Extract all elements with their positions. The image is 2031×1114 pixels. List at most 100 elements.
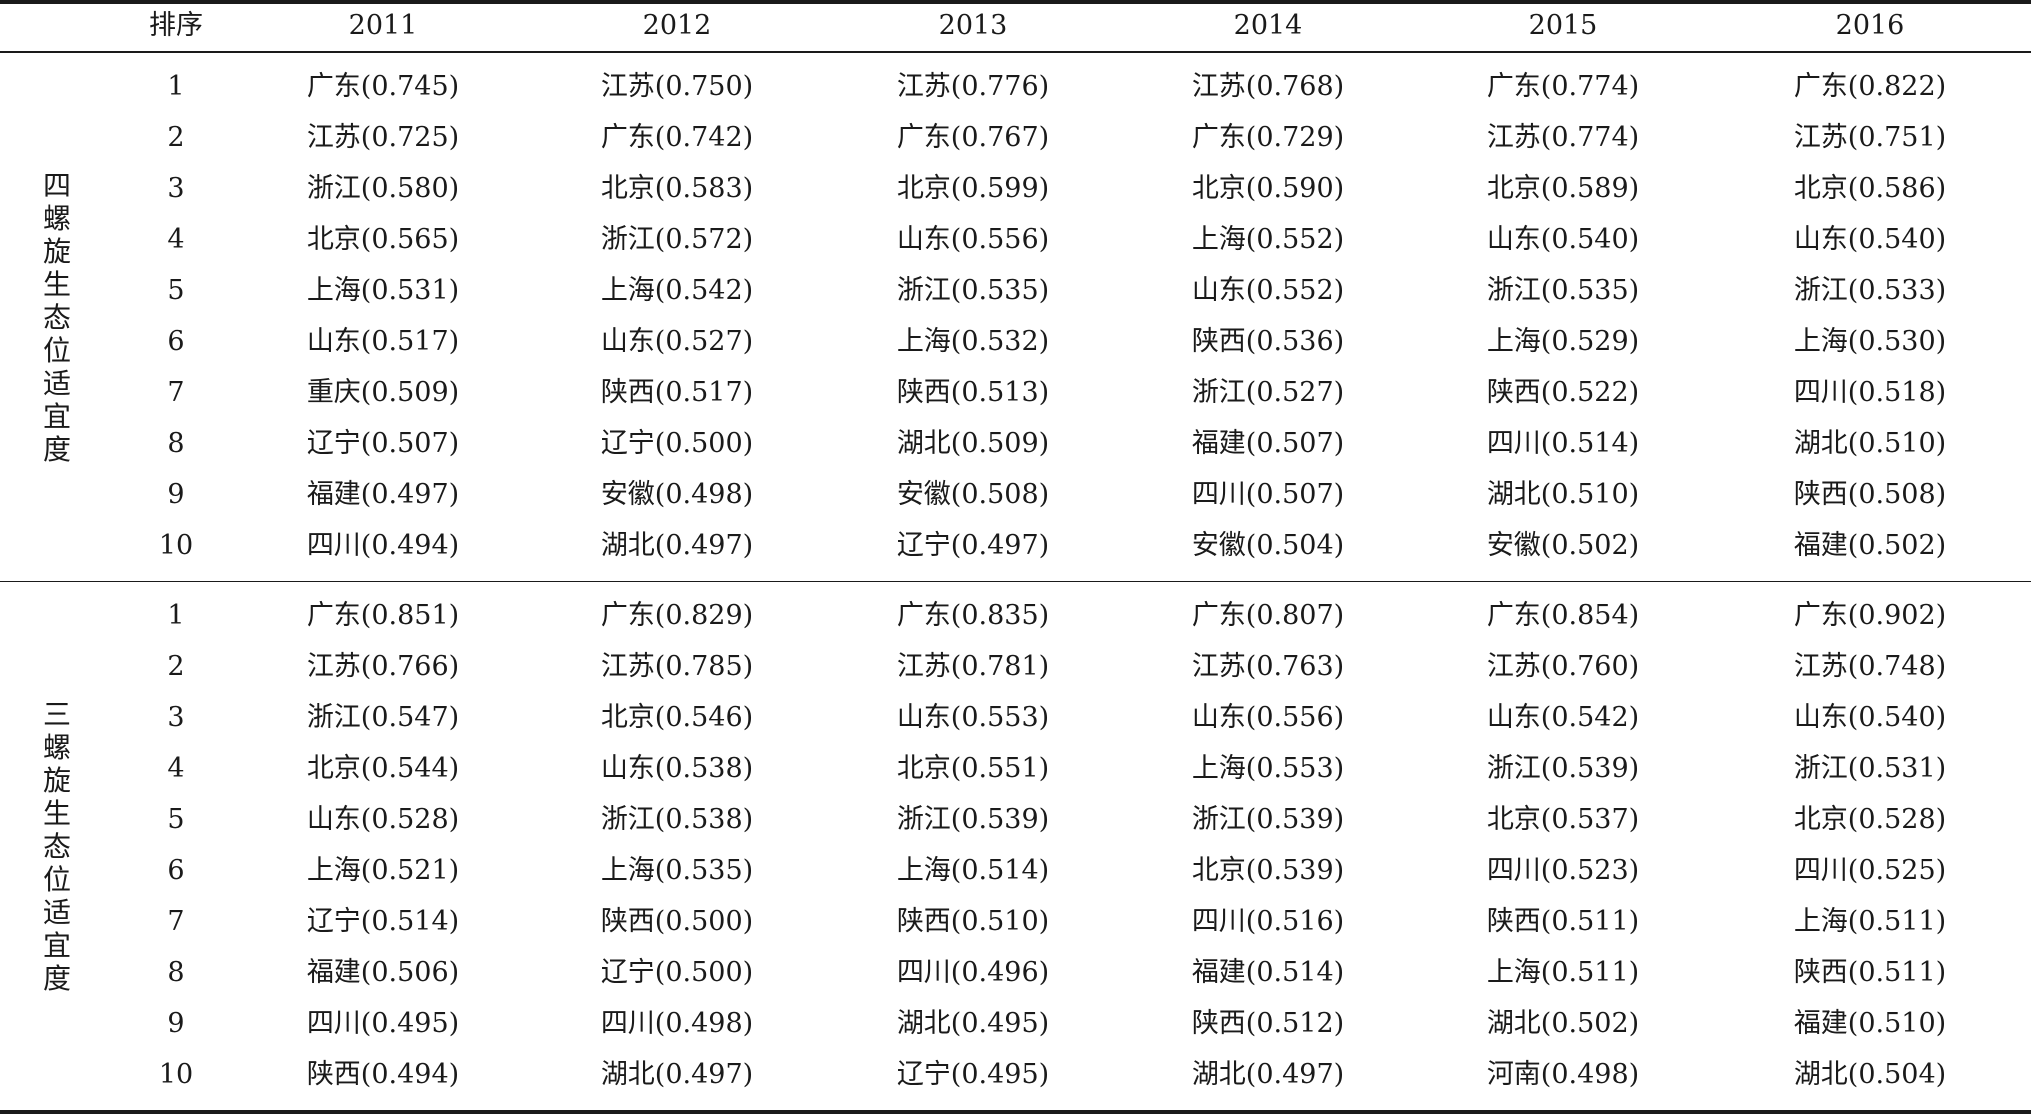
- value-cell: 北京(0.551): [896, 753, 1050, 784]
- value-cell: 福建(0.510): [1793, 1008, 1947, 1039]
- value-cell: 广东(0.822): [1793, 71, 1947, 102]
- header-rank: 排序: [149, 10, 203, 41]
- value-cell: 浙江(0.535): [1486, 275, 1640, 306]
- value-cell: 浙江(0.535): [896, 275, 1050, 306]
- rank-cell: 10: [158, 1059, 194, 1090]
- rank-cell: 8: [167, 428, 185, 459]
- value-cell: 北京(0.537): [1486, 804, 1640, 835]
- rank-cell: 6: [167, 326, 185, 357]
- value-cell: 上海(0.521): [306, 855, 460, 886]
- value-cell: 浙江(0.572): [600, 224, 754, 255]
- rank-cell: 6: [167, 855, 185, 886]
- value-cell: 安徽(0.498): [600, 479, 754, 510]
- table-bottom-rule: [0, 1110, 2031, 1114]
- value-cell: 陕西(0.513): [896, 377, 1050, 408]
- value-cell: 北京(0.599): [896, 173, 1050, 204]
- value-cell: 四川(0.518): [1793, 377, 1947, 408]
- value-cell: 广东(0.774): [1486, 71, 1640, 102]
- value-cell: 四川(0.525): [1793, 855, 1947, 886]
- header-year: 2011: [348, 10, 418, 41]
- value-cell: 上海(0.553): [1191, 753, 1345, 784]
- value-cell: 湖北(0.497): [1191, 1059, 1345, 1090]
- value-cell: 江苏(0.760): [1486, 651, 1640, 682]
- value-cell: 陕西(0.508): [1793, 479, 1947, 510]
- value-cell: 辽宁(0.497): [896, 530, 1050, 561]
- value-cell: 浙江(0.539): [1191, 804, 1345, 835]
- value-cell: 广东(0.767): [896, 122, 1050, 153]
- rank-cell: 2: [167, 651, 185, 682]
- value-cell: 四川(0.495): [306, 1008, 460, 1039]
- table-top-rule: [0, 0, 2031, 4]
- value-cell: 辽宁(0.500): [600, 428, 754, 459]
- rank-cell: 1: [167, 71, 185, 102]
- value-cell: 北京(0.590): [1191, 173, 1345, 204]
- value-cell: 上海(0.531): [306, 275, 460, 306]
- value-cell: 湖北(0.495): [896, 1008, 1050, 1039]
- value-cell: 江苏(0.725): [306, 122, 460, 153]
- value-cell: 山东(0.556): [896, 224, 1050, 255]
- value-cell: 陕西(0.522): [1486, 377, 1640, 408]
- value-cell: 山东(0.540): [1486, 224, 1640, 255]
- header-year: 2013: [938, 10, 1008, 41]
- value-cell: 辽宁(0.500): [600, 957, 754, 988]
- value-cell: 湖北(0.510): [1793, 428, 1947, 459]
- value-cell: 浙江(0.547): [306, 702, 460, 733]
- rank-cell: 3: [167, 173, 185, 204]
- value-cell: 四川(0.496): [896, 957, 1050, 988]
- value-cell: 江苏(0.774): [1486, 122, 1640, 153]
- value-cell: 上海(0.542): [600, 275, 754, 306]
- value-cell: 上海(0.511): [1486, 957, 1640, 988]
- value-cell: 浙江(0.580): [306, 173, 460, 204]
- value-cell: 河南(0.498): [1486, 1059, 1640, 1090]
- value-cell: 广东(0.745): [306, 71, 460, 102]
- rank-cell: 5: [167, 275, 185, 306]
- value-cell: 陕西(0.511): [1486, 906, 1640, 937]
- value-cell: 安徽(0.504): [1191, 530, 1345, 561]
- rank-cell: 8: [167, 957, 185, 988]
- value-cell: 山东(0.553): [896, 702, 1050, 733]
- value-cell: 上海(0.514): [896, 855, 1050, 886]
- rank-cell: 9: [167, 1008, 185, 1039]
- section-divider-rule: [0, 581, 2031, 582]
- rank-cell: 5: [167, 804, 185, 835]
- value-cell: 重庆(0.509): [306, 377, 460, 408]
- value-cell: 四川(0.507): [1191, 479, 1345, 510]
- value-cell: 浙江(0.539): [896, 804, 1050, 835]
- value-cell: 浙江(0.538): [600, 804, 754, 835]
- value-cell: 江苏(0.768): [1191, 71, 1345, 102]
- value-cell: 福建(0.507): [1191, 428, 1345, 459]
- header-year: 2014: [1233, 10, 1303, 41]
- value-cell: 山东(0.540): [1793, 702, 1947, 733]
- value-cell: 广东(0.742): [600, 122, 754, 153]
- value-cell: 湖北(0.502): [1486, 1008, 1640, 1039]
- value-cell: 江苏(0.781): [896, 651, 1050, 682]
- value-cell: 广东(0.729): [1191, 122, 1345, 153]
- value-cell: 广东(0.807): [1191, 600, 1345, 631]
- value-cell: 北京(0.544): [306, 753, 460, 784]
- value-cell: 江苏(0.785): [600, 651, 754, 682]
- value-cell: 四川(0.523): [1486, 855, 1640, 886]
- value-cell: 四川(0.494): [306, 530, 460, 561]
- value-cell: 湖北(0.510): [1486, 479, 1640, 510]
- value-cell: 湖北(0.504): [1793, 1059, 1947, 1090]
- header-year: 2015: [1528, 10, 1598, 41]
- value-cell: 江苏(0.750): [600, 71, 754, 102]
- section-label: 三螺旋生态位适宜度: [42, 697, 71, 995]
- value-cell: 广东(0.902): [1793, 600, 1947, 631]
- value-cell: 湖北(0.497): [600, 1059, 754, 1090]
- value-cell: 北京(0.539): [1191, 855, 1345, 886]
- rank-cell: 1: [167, 600, 185, 631]
- value-cell: 陕西(0.494): [306, 1059, 460, 1090]
- value-cell: 辽宁(0.507): [306, 428, 460, 459]
- value-cell: 北京(0.565): [306, 224, 460, 255]
- value-cell: 安徽(0.508): [896, 479, 1050, 510]
- value-cell: 山东(0.552): [1191, 275, 1345, 306]
- value-cell: 北京(0.589): [1486, 173, 1640, 204]
- value-cell: 浙江(0.533): [1793, 275, 1947, 306]
- value-cell: 陕西(0.500): [600, 906, 754, 937]
- value-cell: 山东(0.517): [306, 326, 460, 357]
- value-cell: 浙江(0.527): [1191, 377, 1345, 408]
- value-cell: 辽宁(0.514): [306, 906, 460, 937]
- value-cell: 北京(0.586): [1793, 173, 1947, 204]
- value-cell: 四川(0.516): [1191, 906, 1345, 937]
